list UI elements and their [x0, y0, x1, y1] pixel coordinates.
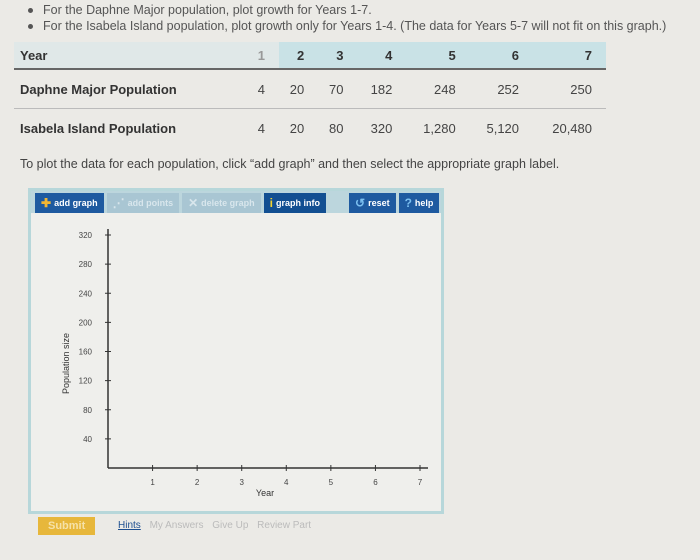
x-icon: ✕: [188, 196, 199, 210]
x-axis-label: Year: [256, 488, 274, 498]
x-tick-label: 7: [418, 478, 423, 487]
y-axis-label: Population size: [61, 333, 71, 394]
header-cell: 2: [279, 42, 319, 70]
graph-tool[interactable]: ✚ add graph ⋰ add points ✕ delete graph i gr…: [28, 188, 444, 514]
cell: 20: [289, 120, 305, 136]
help-button[interactable]: ? help: [398, 193, 440, 213]
y-tick-label: 240: [79, 289, 93, 298]
points-icon: ⋰: [112, 196, 125, 210]
data-table: Year 1 2 3 4 5 6 7 Daphne Major Populati…: [14, 42, 606, 147]
header-cell: 6: [469, 42, 534, 70]
cell: 20: [279, 69, 319, 109]
header-cell: 7: [533, 42, 606, 70]
y-tick-label: 280: [79, 260, 93, 269]
help-icon: ?: [404, 196, 412, 210]
cell: 20,480: [552, 120, 592, 136]
row-label: Daphne Major Population: [14, 69, 250, 109]
x-tick-label: 5: [329, 478, 334, 487]
give-up-link[interactable]: Give Up: [212, 520, 249, 531]
cell: 320: [370, 120, 393, 136]
header-cell: Year: [14, 42, 250, 70]
instruction-1: For the Daphne Major population, plot gr…: [28, 3, 372, 17]
header-cell: 1: [249, 42, 279, 70]
add-graph-button[interactable]: ✚ add graph: [35, 193, 104, 213]
review-part-link[interactable]: Review Part: [257, 520, 312, 531]
cell: 250: [533, 69, 606, 109]
y-tick-label: 120: [79, 377, 93, 386]
graph-info-button[interactable]: i graph info: [263, 193, 326, 213]
submit-button[interactable]: Submit: [38, 517, 96, 535]
reset-button[interactable]: ↺ reset: [349, 193, 396, 213]
y-tick-label: 160: [79, 348, 93, 357]
instruction-text: For the Isabela Island population, plot …: [43, 19, 667, 33]
x-tick-label: 1: [150, 478, 155, 487]
cell: 4: [257, 120, 265, 136]
button-label: delete graph: [201, 198, 255, 208]
cell: 70: [318, 69, 358, 109]
cell: 252: [469, 69, 534, 109]
graph-instructions: To plot the data for each population, cl…: [20, 157, 560, 171]
button-label: add graph: [54, 198, 98, 208]
button-label: help: [414, 198, 434, 208]
cell: 182: [357, 69, 407, 109]
plus-icon: ✚: [41, 196, 52, 210]
header-cell: 4: [357, 42, 407, 70]
table-header: Year 1 2 3 4 5 6 7: [14, 42, 606, 70]
table-row: Daphne Major Population 4 20 70 182 248 …: [14, 69, 606, 109]
header-cell: 5: [406, 42, 470, 70]
y-tick-label: 200: [79, 318, 93, 327]
instruction-text: For the Daphne Major population, plot gr…: [43, 3, 372, 17]
x-tick-label: 2: [195, 478, 200, 487]
cell: 248: [406, 69, 470, 109]
y-tick-label: 40: [83, 435, 92, 444]
table-row: Isabela Island Population 4 20 80 320 1,…: [14, 109, 606, 148]
graph-plot[interactable]: 1 2 3 4 5 6 7 40 80 120 160 200 240 280 320 Year Populat…: [31, 191, 441, 511]
y-tick-label: 80: [83, 406, 92, 415]
info-icon: i: [269, 196, 273, 210]
cell: 80: [329, 120, 344, 136]
row-label: Isabela Island Population: [20, 120, 177, 136]
delete-graph-button[interactable]: ✕ delete graph: [182, 193, 261, 213]
y-tick-label: 320: [79, 231, 93, 240]
cell: 1,280: [423, 120, 456, 136]
button-label: graph info: [276, 198, 320, 208]
footer-links: Hints My Answers Give Up Review Part: [118, 520, 317, 531]
instruction-2: For the Isabela Island population, plot …: [28, 19, 666, 33]
button-label: reset: [368, 198, 390, 208]
cell: 4: [249, 69, 279, 109]
graph-toolbar: ✚ add graph ⋰ add points ✕ delete graph i gr…: [31, 191, 441, 213]
add-points-button[interactable]: ⋰ add points: [106, 193, 180, 213]
reset-icon: ↺: [355, 196, 366, 210]
x-tick-label: 6: [373, 478, 378, 487]
x-tick-label: 4: [284, 478, 289, 487]
cell: 5,120: [486, 120, 520, 136]
button-label: add points: [127, 198, 174, 208]
my-answers-link[interactable]: My Answers: [149, 520, 204, 531]
x-tick-label: 3: [239, 478, 244, 487]
header-cell: 3: [318, 42, 358, 70]
hints-link[interactable]: Hints: [118, 520, 141, 531]
